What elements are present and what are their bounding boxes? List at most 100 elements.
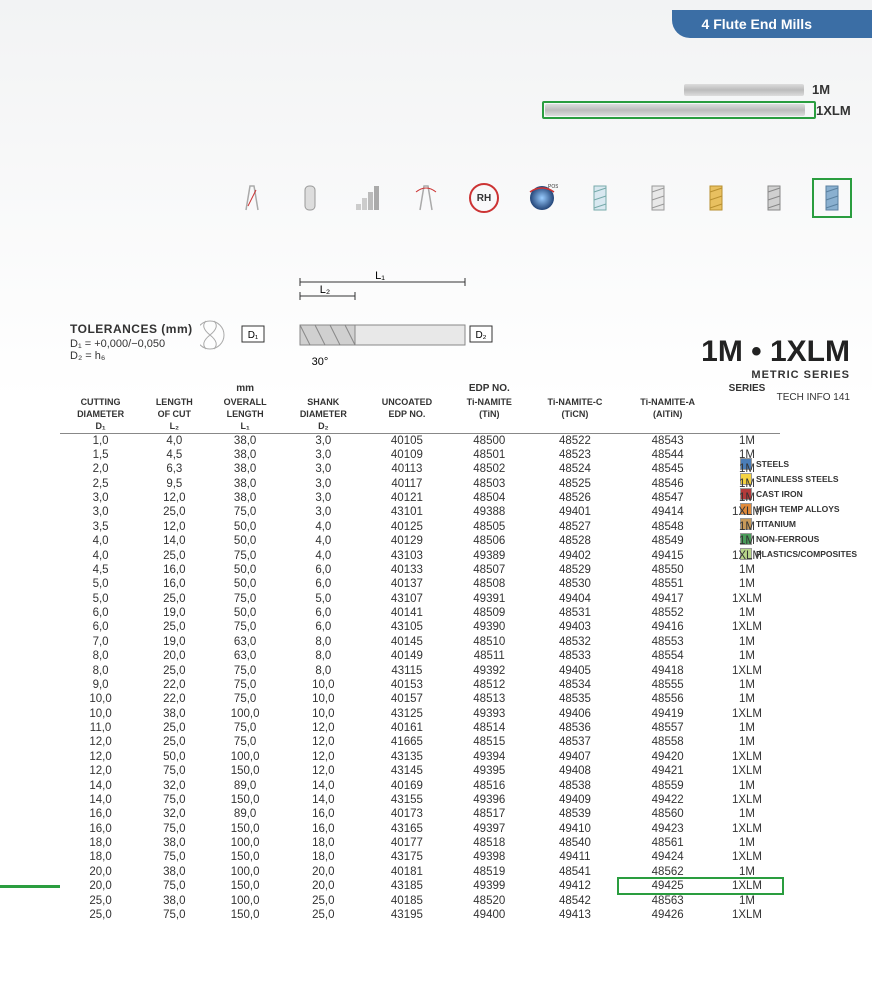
table-cell: 48563 <box>621 894 714 908</box>
table-cell: 1,0 <box>60 433 141 448</box>
table-row: 8,020,063,08,0401494851148533485541M <box>60 649 780 663</box>
table-cell: 43103 <box>364 549 450 563</box>
table-cell: 14,0 <box>60 793 141 807</box>
table-cell: 4,0 <box>283 549 364 563</box>
table-cell: 48513 <box>450 692 529 706</box>
table-cell: 12,0 <box>60 735 141 749</box>
table-cell: 25,0 <box>60 908 141 922</box>
col-header: DIAMETER <box>60 408 141 420</box>
table-cell: 38,0 <box>141 707 207 721</box>
table-cell: 6,0 <box>283 577 364 591</box>
table-cell: 10,0 <box>60 692 141 706</box>
diagram-d1: D₁ <box>248 330 259 341</box>
table-cell: 1M <box>714 807 780 821</box>
table-cell: 48502 <box>450 462 529 476</box>
table-cell: 75,0 <box>141 764 207 778</box>
col-header <box>621 420 714 433</box>
table-cell: 3,0 <box>283 433 364 448</box>
table-cell: 48530 <box>529 577 622 591</box>
table-cell: 48527 <box>529 520 622 534</box>
table-cell: 48543 <box>621 433 714 448</box>
table-cell: 16,0 <box>141 563 207 577</box>
table-cell: 18,0 <box>60 850 141 864</box>
table-cell: 40149 <box>364 649 450 663</box>
group-header: SERIES <box>714 382 780 396</box>
table-row: 14,075,0150,014,0431554939649409494221XL… <box>60 793 780 807</box>
table-cell: 49407 <box>529 750 622 764</box>
col-header: Ti-NAMITE-C <box>529 396 622 408</box>
table-cell: 1M <box>714 433 780 448</box>
table-row: 1,04,038,03,0401054850048522485431M <box>60 433 780 448</box>
table-cell: 9,0 <box>60 678 141 692</box>
table-cell: 48537 <box>529 735 622 749</box>
table-cell: 7,0 <box>60 635 141 649</box>
table-cell: 48507 <box>450 563 529 577</box>
table-cell: 48562 <box>621 865 714 879</box>
group-header <box>529 382 622 396</box>
table-cell: 48549 <box>621 534 714 548</box>
feature-icon-blue <box>812 178 852 218</box>
spec-table-wrap: mmEDP NO.SERIESCUTTINGLENGTHOVERALLSHANK… <box>60 382 780 922</box>
table-cell: 75,0 <box>208 592 283 606</box>
table-cell: 12,0 <box>141 491 207 505</box>
table-cell: 150,0 <box>208 764 283 778</box>
table-cell: 48541 <box>529 865 622 879</box>
feature-icon-angle <box>406 178 446 218</box>
group-header <box>141 382 207 396</box>
table-cell: 20,0 <box>141 649 207 663</box>
table-cell: 4,0 <box>60 549 141 563</box>
feature-icon-strip: RHPOS <box>190 178 852 218</box>
col-header: Ti-NAMITE <box>450 396 529 408</box>
table-cell: 48547 <box>621 491 714 505</box>
table-cell: 50,0 <box>208 534 283 548</box>
table-cell: 40125 <box>364 520 450 534</box>
table-cell: 38,0 <box>208 477 283 491</box>
series-code: 1M • 1XLM <box>701 335 850 369</box>
table-cell: 25,0 <box>283 908 364 922</box>
col-header <box>714 396 780 408</box>
table-cell: 50,0 <box>208 563 283 577</box>
table-cell: 6,0 <box>283 563 364 577</box>
table-cell: 49395 <box>450 764 529 778</box>
table-cell: 48505 <box>450 520 529 534</box>
table-cell: 49417 <box>621 592 714 606</box>
tolerances-block: TOLERANCES (mm) D₁ = +0,000/−0,050 D₂ = … <box>70 322 193 362</box>
table-row: 25,075,0150,025,0431954940049413494261XL… <box>60 908 780 922</box>
table-cell: 8,0 <box>60 664 141 678</box>
table-cell: 75,0 <box>141 850 207 864</box>
table-cell: 49403 <box>529 620 622 634</box>
table-cell: 48542 <box>529 894 622 908</box>
table-cell: 1M <box>714 477 780 491</box>
group-header <box>364 382 450 396</box>
table-cell: 25,0 <box>141 505 207 519</box>
table-cell: 1M <box>714 735 780 749</box>
table-cell: 18,0 <box>283 836 364 850</box>
table-cell: 41665 <box>364 735 450 749</box>
table-cell: 1M <box>714 491 780 505</box>
tool-variant-label: 1XLM <box>816 103 852 118</box>
table-cell: 48518 <box>450 836 529 850</box>
col-header: OVERALL <box>208 396 283 408</box>
table-cell: 6,0 <box>60 606 141 620</box>
feature-icon-sphere: POS <box>522 178 562 218</box>
table-cell: 25,0 <box>141 592 207 606</box>
table-cell: 75,0 <box>208 664 283 678</box>
feature-icon-gray <box>754 178 794 218</box>
table-cell: 48509 <box>450 606 529 620</box>
table-cell: 49422 <box>621 793 714 807</box>
table-cell: 14,0 <box>283 793 364 807</box>
table-cell: 12,0 <box>283 735 364 749</box>
table-cell: 40177 <box>364 836 450 850</box>
table-cell: 49397 <box>450 822 529 836</box>
table-cell: 1M <box>714 836 780 850</box>
table-cell: 75,0 <box>208 505 283 519</box>
table-row: 5,025,075,05,0431074939149404494171XLM <box>60 592 780 606</box>
table-cell: 48517 <box>450 807 529 821</box>
table-cell: 43175 <box>364 850 450 864</box>
table-cell: 48519 <box>450 865 529 879</box>
table-cell: 75,0 <box>141 793 207 807</box>
table-cell: 43135 <box>364 750 450 764</box>
table-cell: 1XLM <box>714 908 780 922</box>
table-row: 5,016,050,06,0401374850848530485511M <box>60 577 780 591</box>
table-cell: 3,0 <box>283 491 364 505</box>
